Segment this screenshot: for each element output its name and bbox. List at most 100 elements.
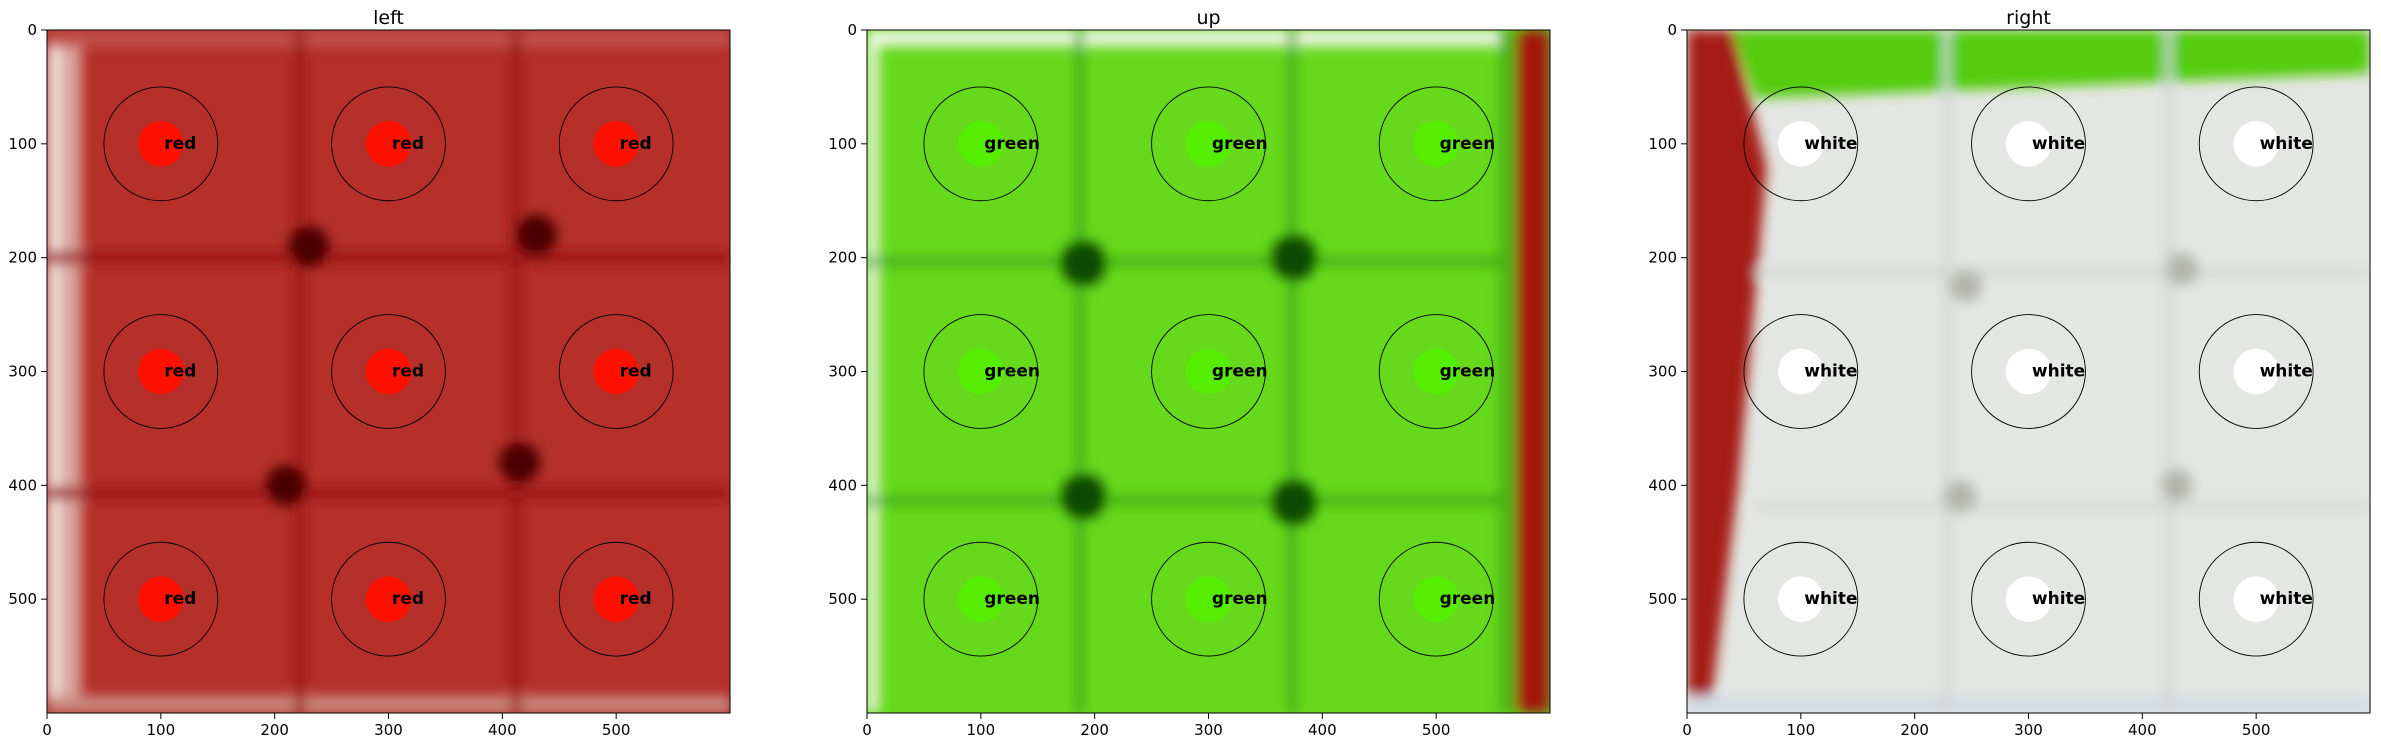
image-texture — [1687, 30, 2370, 713]
marker-label: white — [1804, 589, 1857, 609]
marker-ring — [1971, 541, 2086, 657]
marker-label: white — [2260, 589, 2313, 609]
image-top — [1687, 30, 2370, 99]
marker-label: green — [1440, 589, 1496, 609]
image-dark-spot — [1944, 480, 1977, 513]
image-groove — [1288, 30, 1297, 713]
image-groove — [1075, 30, 1084, 713]
marker-dot — [365, 121, 412, 167]
x-tick-label: 300 — [1194, 721, 1223, 739]
x-tick-label: 100 — [147, 721, 176, 739]
image-texture — [47, 30, 730, 713]
marker-ring — [103, 314, 219, 429]
marker-dot — [2005, 121, 2052, 167]
x-tick-label: 0 — [862, 721, 872, 739]
image-dark-spot — [498, 442, 540, 484]
marker-dot — [1778, 121, 1824, 167]
marker-label: white — [2260, 362, 2313, 382]
marker-ring — [1743, 541, 1859, 657]
image-edge — [1687, 695, 2370, 713]
marker-label: white — [2032, 134, 2085, 154]
marker-ring — [1151, 86, 1266, 202]
x-tick-label: 400 — [2128, 721, 2157, 739]
image-groove — [295, 30, 305, 713]
image-groove — [1755, 502, 2370, 510]
image-groove — [867, 257, 1505, 266]
marker-dot — [1413, 121, 1459, 167]
image-dark-spot — [288, 225, 330, 267]
image-groove — [2165, 30, 2172, 713]
marker-dot — [2233, 348, 2279, 395]
marker-label: green — [984, 589, 1040, 609]
image-texture — [867, 30, 1550, 713]
y-tick-label: 0 — [847, 21, 857, 39]
marker-label: red — [620, 362, 652, 382]
image-groove — [47, 251, 730, 264]
x-tick-label: 500 — [2242, 721, 2271, 739]
image-edge — [47, 30, 730, 48]
marker-label: red — [620, 589, 652, 609]
y-tick-label: 500 — [828, 590, 857, 608]
marker-label: green — [984, 134, 1040, 154]
image-edge — [867, 30, 879, 713]
marker-ring — [103, 541, 219, 657]
marker-dot — [2005, 576, 2052, 622]
panel-up: green green green green green green green green… — [828, 7, 1551, 739]
y-tick-label: 200 — [1648, 249, 1677, 267]
marker-ring — [2198, 541, 2314, 657]
marker-label: green — [1212, 589, 1268, 609]
markers-left: red red red red red red red red red — [103, 86, 674, 657]
marker-ring — [1743, 314, 1859, 429]
y-tick-label: 500 — [1648, 590, 1677, 608]
x-tick-label: 400 — [1308, 721, 1337, 739]
image-edge — [47, 695, 730, 713]
marker-dot — [1185, 348, 1232, 395]
marker-ring — [923, 314, 1039, 429]
marker-dot — [593, 348, 639, 395]
marker-dot — [138, 348, 184, 395]
marker-label: white — [1804, 362, 1857, 382]
x-tick-label: 300 — [2014, 721, 2043, 739]
y-tick-label: 0 — [1667, 21, 1677, 39]
x-tick-label: 100 — [1787, 721, 1816, 739]
marker-label: green — [984, 362, 1040, 382]
x-tick-label: 0 — [1682, 721, 1692, 739]
marker-label: red — [392, 362, 424, 382]
image-dark-spot — [1271, 479, 1317, 526]
marker-label: white — [2260, 134, 2313, 154]
marker-ring — [923, 541, 1039, 657]
image-dark-spot — [515, 214, 557, 256]
marker-label: red — [392, 589, 424, 609]
image-dark-spot — [1271, 234, 1317, 281]
marker-dot — [2005, 348, 2052, 395]
image-dark-spot — [2166, 253, 2199, 285]
image-edge — [867, 30, 1550, 46]
x-tick-label: 100 — [967, 721, 996, 739]
marker-ring — [1378, 86, 1494, 202]
x-tick-label: 200 — [1080, 721, 1109, 739]
marker-label: green — [1440, 362, 1496, 382]
marker-dot — [1185, 121, 1232, 167]
marker-ring — [331, 86, 446, 202]
marker-label: white — [1804, 134, 1857, 154]
image-dark-spot — [1060, 240, 1107, 287]
x-tick-label: 200 — [260, 721, 289, 739]
x-tick-label: 200 — [1900, 721, 1929, 739]
x-tick-label: 0 — [42, 721, 52, 739]
marker-label: red — [164, 362, 196, 382]
y-tick-label: 100 — [828, 135, 857, 153]
y-tick-label: 400 — [8, 476, 37, 494]
marker-dot — [1413, 348, 1459, 395]
marker-dot — [2233, 576, 2279, 622]
marker-ring — [1151, 314, 1266, 429]
image-edge — [60, 30, 82, 713]
x-tick-label: 500 — [602, 721, 631, 739]
marker-ring — [558, 314, 674, 429]
marker-ring — [1378, 541, 1494, 657]
marker-ring — [331, 541, 446, 657]
marker-label: red — [620, 134, 652, 154]
marker-dot — [138, 121, 184, 167]
marker-label: white — [2032, 589, 2085, 609]
marker-ring — [558, 86, 674, 202]
